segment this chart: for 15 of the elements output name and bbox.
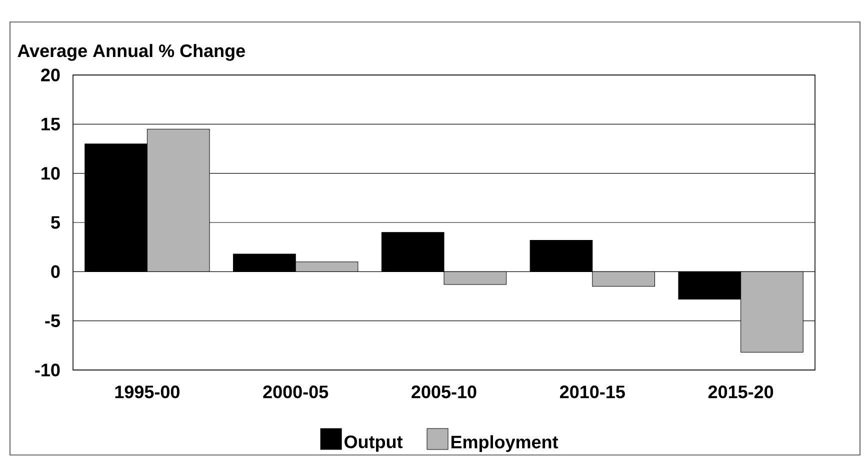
x-tick-label: 2010-15 <box>560 386 625 398</box>
y-tick-label: 5 <box>51 216 60 229</box>
y-tick-label: -5 <box>45 314 60 328</box>
x-tick-label: 2015-20 <box>708 386 774 398</box>
y-tick-label: 0 <box>51 265 60 278</box>
x-tick-label: 1995-00 <box>115 386 180 398</box>
y-tick-label: 20 <box>41 68 60 82</box>
x-tick-label: 2005-10 <box>412 386 476 398</box>
y-tick-label: 10 <box>42 166 60 180</box>
x-tick-label: 2000-05 <box>263 386 328 398</box>
legend-label: Output <box>344 435 403 452</box>
y-axis-title: Average Annual % Change <box>18 44 245 61</box>
y-tick-label: 15 <box>42 118 60 130</box>
y-tick-label: -10 <box>35 364 60 376</box>
legend-label: Employment <box>451 435 558 452</box>
